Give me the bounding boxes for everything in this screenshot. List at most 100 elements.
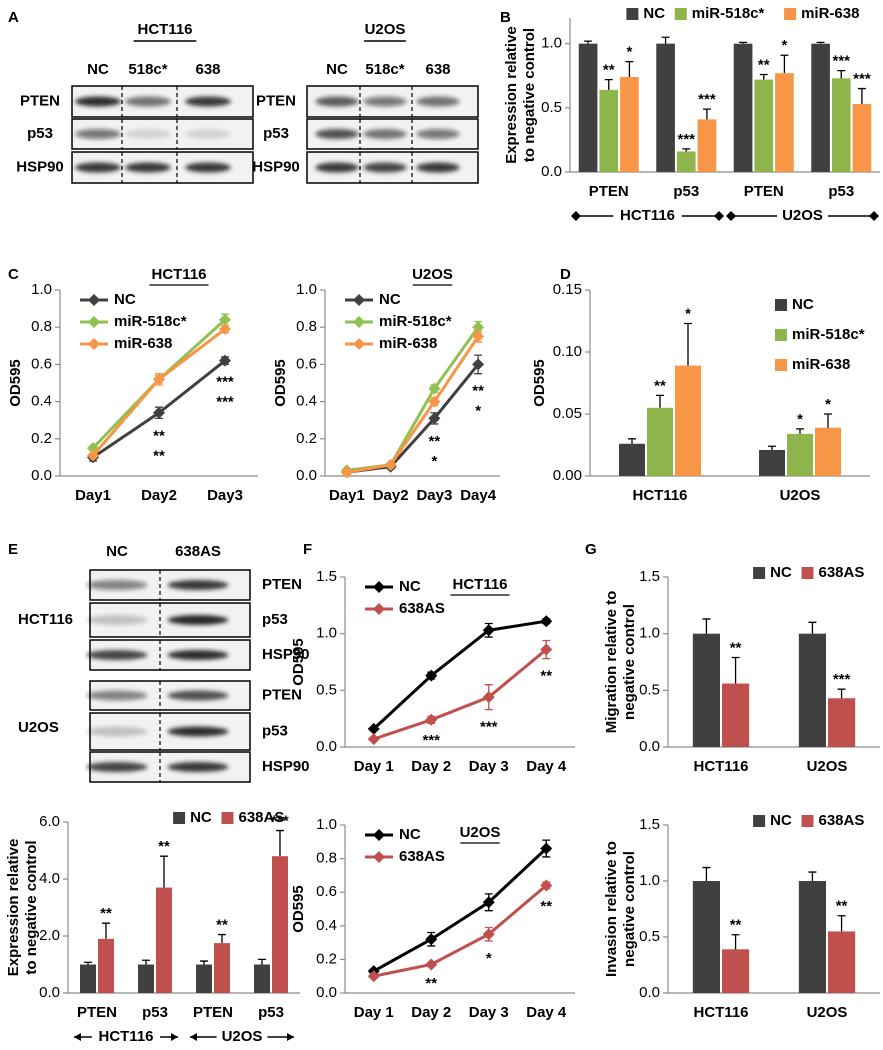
y-tick-label: 0.0 [296,467,317,484]
x-tick-label: HCT116 [693,1004,748,1021]
bar [80,964,96,993]
point [540,643,553,656]
x-tick-label: p53 [828,183,854,200]
panel-label: E [8,541,18,558]
blot-band [75,96,121,107]
legend-swatch [775,299,787,311]
y-tick-label: 0.5 [316,681,337,698]
blot-group-label: U2OS [18,719,59,736]
significance: ** [429,433,441,450]
error-bar [84,961,93,965]
legend-label: miR-638 [114,335,172,352]
blot-band [75,129,121,139]
blot-band [86,726,148,737]
legend-marker [373,829,385,841]
lane-label: 518c* [365,61,404,78]
x-tick-label: Day 3 [469,758,509,775]
legend-marker [88,338,100,350]
x-tick-label: U2OS [807,758,848,775]
x-tick-label: Day 2 [411,1004,451,1021]
error-bar [661,36,670,44]
y-tick-label: 0.6 [316,883,337,900]
blot-band [167,762,229,772]
bar [828,931,856,993]
lane-label: 638 [195,61,220,78]
y-axis-label: OD595 [531,359,548,407]
x-tick-label: HCT116 [632,487,687,504]
error-bar [837,688,846,699]
legend-swatch [784,8,797,20]
significance: ** [730,917,742,934]
y-tick-label: 0.6 [31,355,52,372]
significance: *** [480,719,498,736]
significance: * [781,37,787,54]
bar [775,73,794,172]
x-tick-label: Day3 [416,487,452,504]
bar [254,964,270,993]
y-tick-label: 1.0 [639,872,660,889]
bar [722,949,750,993]
bar [754,79,774,172]
legend-marker [373,851,385,863]
bar [815,427,841,476]
significance: ** [836,898,848,915]
significance: * [475,403,481,420]
significance: ** [216,917,228,934]
legend-label: miR-638 [379,335,437,352]
blot-band [167,615,229,625]
point [367,733,380,746]
x-tick-label: Day 2 [411,758,451,775]
significance: ** [758,56,770,73]
x-tick-label: p53 [673,183,699,200]
blot-band [416,96,460,107]
blot-row-label: HSP90 [262,646,310,663]
y-axis-label: Expression relative [503,26,520,164]
bar [697,119,717,172]
blot-row-label: PTEN [262,686,302,703]
legend-label: miR-638 [801,5,859,22]
legend-swatch [173,812,186,824]
blot-band [167,726,229,737]
series-line [373,847,548,973]
legend-swatch [753,567,766,579]
legend-label: 638AS [399,848,445,865]
panel-label: F [303,541,312,558]
significance: ** [153,447,165,464]
bar [852,103,872,172]
blot-row-label: HSP90 [262,758,310,775]
significance: ** [425,975,437,992]
bar [722,683,750,747]
y-tick-label: 0.4 [316,917,337,934]
point [219,313,231,326]
error-bar [739,41,748,44]
bar [675,365,701,476]
blot-band [86,690,148,701]
group-marker [869,211,879,221]
y-tick-label: 1.0 [541,35,562,52]
chart-title: HCT116 [452,576,507,593]
significance: * [797,411,803,428]
blot-band [185,96,231,107]
legend-label: NC [190,809,212,826]
blot-row-label: HSP90 [252,158,300,175]
blot-row-label: p53 [262,611,288,628]
y-tick-label: 0.4 [296,393,317,410]
blot-band [315,162,359,173]
bar [620,77,639,172]
y-tick-label: 0.15 [553,281,582,298]
error-bar [837,915,846,932]
blot-title: HCT116 [137,21,192,38]
point [340,466,353,479]
y-axis-label: Invasion relative to [603,841,620,977]
y-tick-label: 0.6 [296,355,317,372]
bar [98,938,114,993]
y-tick-label: 0.0 [541,163,562,180]
legend-label: NC [770,812,792,829]
significance: ** [472,383,484,400]
significance: *** [216,393,234,410]
point [540,615,553,628]
error-bar [759,73,768,80]
point [482,928,495,941]
x-tick-label: Day4 [460,487,497,504]
